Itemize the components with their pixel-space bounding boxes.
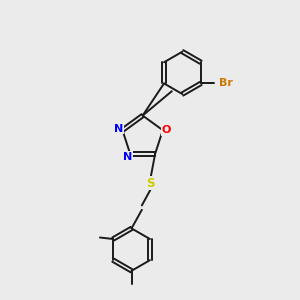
Text: S: S <box>146 177 155 190</box>
Text: N: N <box>123 152 132 162</box>
Text: Br: Br <box>219 79 233 88</box>
Text: N: N <box>114 124 124 134</box>
Text: O: O <box>161 125 170 135</box>
